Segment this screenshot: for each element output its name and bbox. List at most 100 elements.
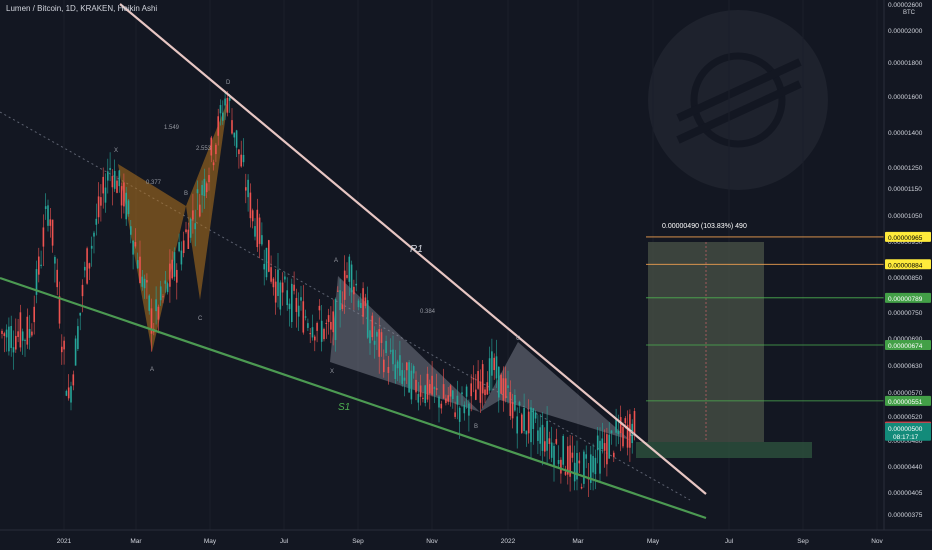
candle-body	[576, 452, 578, 480]
pattern-2-point: D	[630, 432, 635, 438]
candle-body	[445, 398, 447, 404]
resistance-line	[119, 3, 707, 495]
candle-body	[557, 459, 560, 464]
ratio-label: 2.553	[196, 146, 212, 152]
y-tick-label: 0.00001800	[888, 60, 923, 67]
candle-body	[240, 154, 242, 167]
pattern-2-point: X	[330, 369, 334, 375]
candle-body	[157, 306, 160, 320]
candle-body	[369, 330, 371, 344]
candle-body	[291, 283, 293, 323]
candle-body	[12, 347, 15, 353]
candle-body	[378, 329, 380, 357]
price-label-chip	[885, 395, 931, 406]
candle-body	[553, 445, 555, 466]
candle-body	[509, 392, 512, 416]
candle-body	[217, 116, 219, 136]
candle-body	[279, 282, 282, 310]
candle-body	[373, 340, 376, 345]
candle-body	[521, 414, 523, 433]
candle-body	[401, 370, 403, 384]
candle-body	[417, 394, 420, 403]
candle-body	[189, 218, 192, 238]
candle-body	[215, 144, 217, 155]
candle-body	[102, 176, 104, 194]
candle-body	[97, 196, 100, 218]
y-tick-label: 0.00000570	[888, 390, 923, 397]
price-label-text: 0.00000884	[888, 262, 923, 269]
candle-body	[222, 112, 224, 121]
candle-body	[251, 210, 254, 222]
candle-body	[127, 200, 130, 215]
candle-body	[187, 229, 190, 249]
candle-body	[100, 197, 102, 206]
support-label: S1	[338, 402, 350, 413]
candle-body	[525, 430, 528, 435]
candle-body	[178, 242, 180, 252]
candle-body	[107, 171, 109, 181]
candle-body	[456, 395, 459, 405]
candle-body	[353, 286, 355, 295]
pattern-1-left	[118, 164, 186, 352]
y-tick-label: 0.00001250	[888, 165, 923, 172]
candle-body	[465, 386, 468, 397]
candle-body	[31, 331, 33, 336]
candle-body	[500, 374, 502, 394]
candle-body	[580, 486, 583, 489]
candle-body	[433, 387, 436, 389]
y-tick-label: 0.00001150	[888, 186, 922, 193]
candle-body	[408, 362, 410, 393]
candle-body	[192, 210, 194, 220]
stop-zone	[636, 442, 812, 458]
candle-body	[622, 427, 624, 447]
ratio-label: 1.549	[164, 125, 180, 131]
candle-body	[242, 154, 245, 163]
countdown-label: 08:17:17	[893, 434, 919, 441]
candle-body	[38, 256, 40, 275]
candle-body	[67, 387, 70, 399]
watermark-circle	[648, 10, 828, 190]
support-line	[0, 276, 707, 520]
candle-body	[346, 275, 348, 278]
candle-body	[314, 336, 316, 341]
candle-body	[164, 280, 167, 284]
x-tick-label: Jul	[725, 538, 734, 545]
candle-body	[86, 248, 88, 284]
candle-body	[311, 327, 314, 338]
candle-body	[320, 320, 323, 342]
price-label-text: 0.00000500	[888, 426, 923, 433]
candle-body	[44, 206, 47, 209]
ratio-label: 0.377	[146, 180, 162, 186]
candle-body	[205, 183, 208, 193]
candle-body	[318, 305, 321, 311]
candle-body	[327, 315, 330, 323]
price-label-chip	[885, 339, 931, 350]
candle-body	[293, 284, 295, 291]
candle-body	[113, 170, 116, 189]
candle-body	[426, 373, 429, 400]
candle-body	[364, 297, 367, 306]
candle-body	[530, 407, 532, 443]
candle-body	[281, 282, 284, 293]
y-tick-label: 0.00000750	[888, 310, 923, 317]
candle-body	[74, 338, 77, 366]
candle-body	[527, 411, 530, 434]
candle-body	[47, 205, 49, 226]
candle-body	[537, 430, 539, 441]
candle-body	[410, 370, 413, 400]
candle-body	[235, 130, 238, 148]
candle-body	[362, 288, 364, 317]
candle-body	[594, 457, 597, 475]
candle-body	[56, 269, 58, 288]
pattern-1-point: D	[226, 80, 231, 86]
candle-body	[585, 454, 587, 459]
candle-body	[196, 189, 199, 194]
pattern-2-right	[480, 342, 630, 440]
candle-body	[8, 326, 10, 352]
candle-body	[534, 412, 537, 419]
candle-body	[134, 242, 137, 247]
candle-body	[15, 335, 17, 350]
candle-body	[514, 394, 516, 411]
